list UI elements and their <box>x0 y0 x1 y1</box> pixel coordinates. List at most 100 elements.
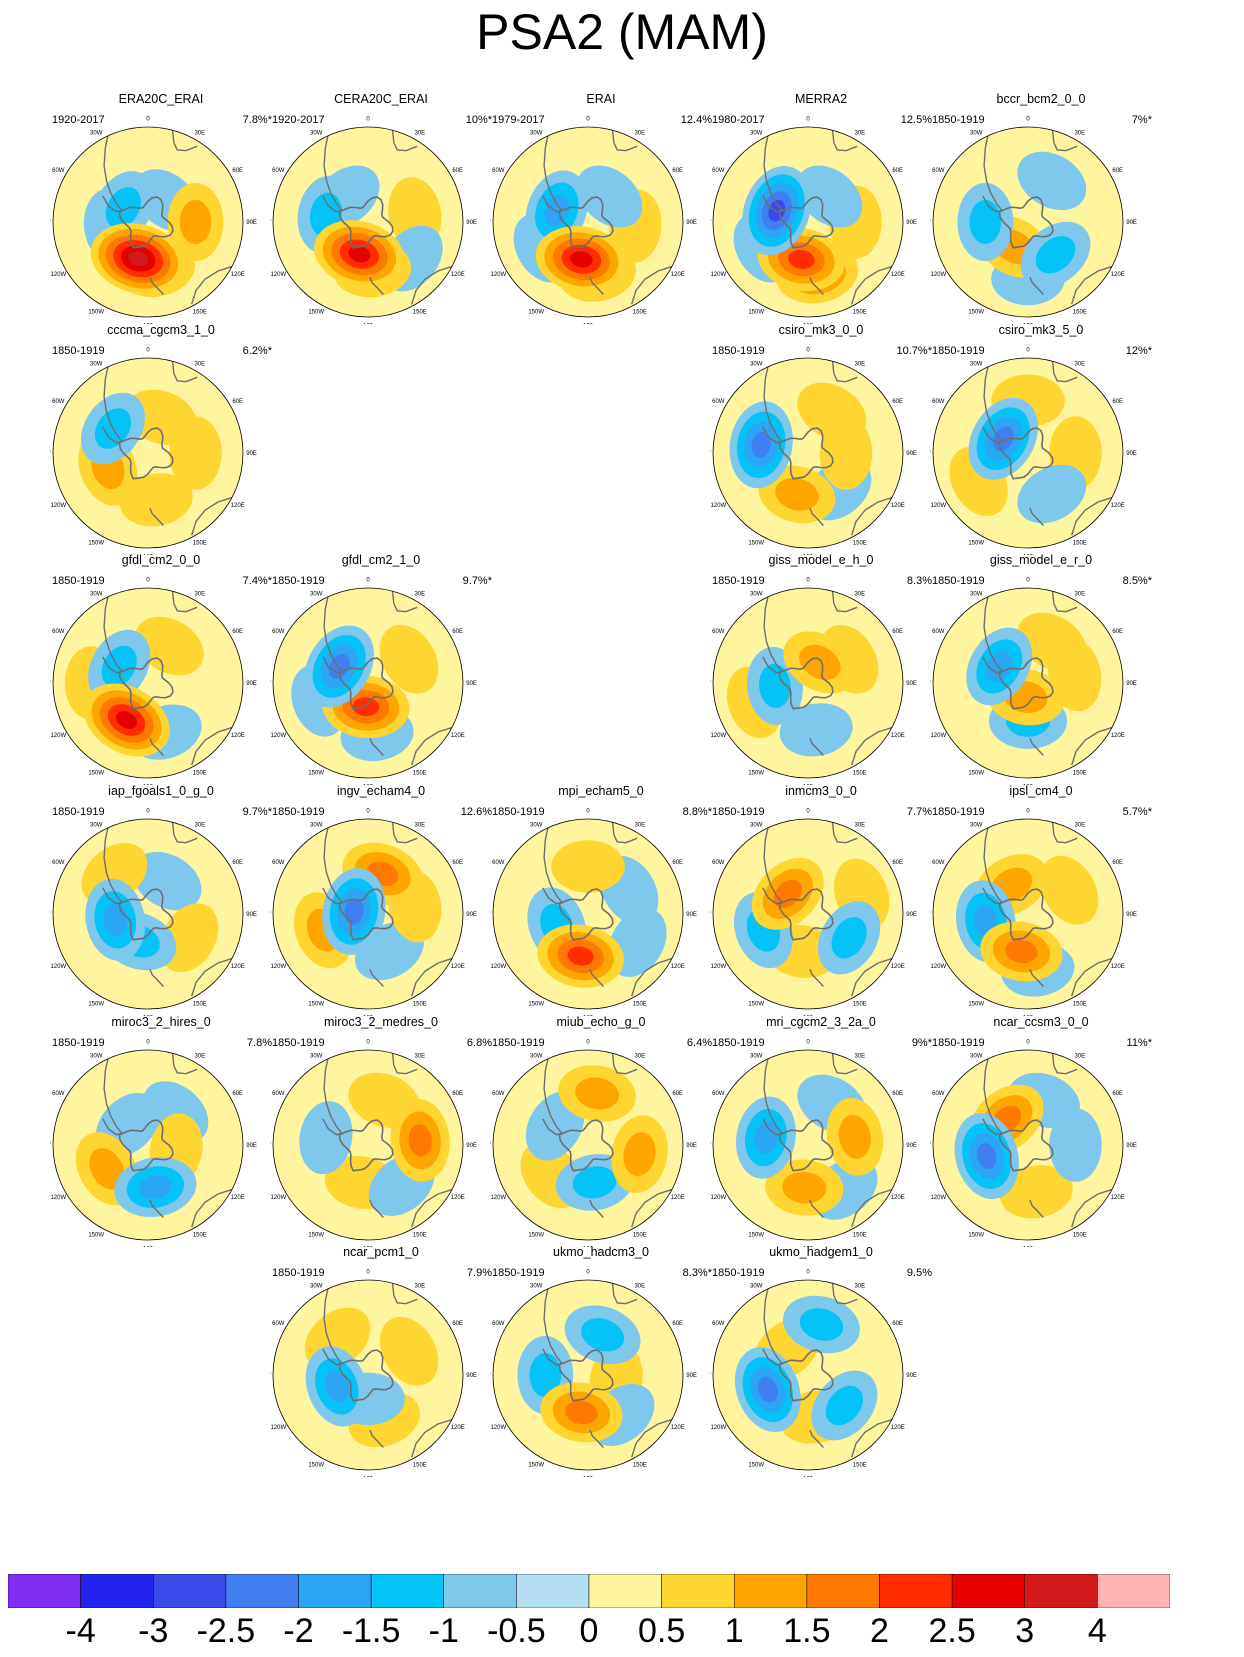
longitude-label: 30E <box>414 591 425 597</box>
longitude-label: 60W <box>712 860 725 866</box>
map-rim <box>712 126 904 318</box>
panel-title: ukmo_hadgem1_0 <box>769 1245 873 1259</box>
south-america-coastline <box>982 827 1004 905</box>
longitude-label: 150E <box>413 771 427 777</box>
longitude-label: 150E <box>413 1002 427 1008</box>
contour-blob <box>782 1171 827 1204</box>
longitude-label: 60E <box>232 629 243 635</box>
africa-coastline <box>1051 822 1078 844</box>
south-america-coastline <box>102 827 124 905</box>
africa-coastline <box>831 130 858 152</box>
longitude-label: 30E <box>854 130 865 136</box>
longitude-label: 0 <box>366 577 370 583</box>
south-america-coastline <box>982 1058 1004 1136</box>
panel-title: csiro_mk3_0_0 <box>778 323 864 337</box>
south-america-coastline <box>982 366 1004 444</box>
longitude-label: 30W <box>750 1053 763 1059</box>
australia-coastline <box>631 1188 673 1228</box>
antarctica-coastline <box>998 1119 1054 1172</box>
map-rim <box>52 587 244 779</box>
longitude-label: 120W <box>930 503 946 509</box>
longitude-label: 150W <box>748 541 764 547</box>
longitude-label: 60E <box>452 860 463 866</box>
longitude-label: 60W <box>932 399 945 405</box>
new-zealand-coastline <box>1029 737 1044 756</box>
colorbar-segment <box>298 1574 372 1608</box>
longitude-label: 120W <box>270 1425 286 1431</box>
longitude-label: 120W <box>270 1195 286 1201</box>
map-panel: miub_echo_g_0 1850-1919 6.4% 0 30E 60E 90E 120E… <box>490 1015 712 1247</box>
map-rim <box>932 357 1124 549</box>
africa-coastline <box>1051 361 1078 383</box>
longitude-label: 30E <box>1074 361 1085 367</box>
longitude-label: 60E <box>892 629 903 635</box>
polar-map: 030E60E90E120E150E180150W120W90W60W30W <box>710 347 917 555</box>
longitude-label: 0 <box>146 116 150 122</box>
south-america-coastline <box>762 1288 784 1366</box>
panel-title: ukmo_hadcm3_0 <box>553 1245 649 1259</box>
longitude-label: 0 <box>1026 577 1030 583</box>
africa-coastline <box>171 361 198 383</box>
panel-variance: 10%* <box>465 114 492 126</box>
colorbar-segment <box>951 1574 1026 1608</box>
contour-blob <box>576 165 643 228</box>
contour-blob <box>125 389 197 445</box>
south-america-coastline <box>542 1058 564 1136</box>
longitude-label: 30E <box>194 130 205 136</box>
longitude-label: 30E <box>854 1283 865 1289</box>
longitude-label: 0 <box>586 1269 590 1275</box>
panel-title: ingv_echam4_0 <box>336 784 426 798</box>
south-america-coastline <box>762 1058 784 1136</box>
longitude-label: 90E <box>906 451 917 457</box>
antarctica-coastline <box>778 1349 834 1402</box>
colorbar-tick-label: -3 <box>138 1612 169 1650</box>
colorbar-tick-label: 3 <box>1015 1612 1035 1650</box>
longitude-label: 60E <box>892 1321 903 1327</box>
contour-blob <box>779 703 853 757</box>
panel-title: mri_cgcm2_3_2a_0 <box>766 1015 876 1029</box>
longitude-label: 30E <box>634 1053 645 1059</box>
longitude-label: 60E <box>452 629 463 635</box>
longitude-label: 30E <box>414 1053 425 1059</box>
longitude-label: 90E <box>906 220 917 226</box>
panel-years: 1850-1919 <box>932 806 985 818</box>
contour-blob <box>1035 236 1076 274</box>
map-panel: ukmo_hadgem1_0 1850-1919 9.5% 0 30E 60E 90E 120… <box>710 1245 932 1477</box>
panel-variance: 6.8% <box>466 1037 492 1049</box>
contour-blob <box>89 1148 125 1190</box>
longitude-label: 120E <box>1111 503 1125 509</box>
contour-blob <box>139 1175 172 1199</box>
longitude-label: 90E <box>686 1373 697 1379</box>
colorbar-tick-label: 0 <box>579 1612 599 1650</box>
africa-coastline <box>171 591 198 613</box>
longitude-label: 30W <box>750 130 763 136</box>
colorbar-segment <box>1024 1574 1098 1608</box>
longitude-label: 90W <box>50 220 51 226</box>
longitude-label: 60W <box>492 1091 505 1097</box>
panel-variance: 12.4% <box>680 114 712 126</box>
longitude-label: 90E <box>1126 681 1137 687</box>
contour-blob <box>976 1143 997 1170</box>
longitude-label: 120W <box>50 964 66 970</box>
longitude-label: 120E <box>1111 272 1125 278</box>
australia-coastline <box>411 1418 453 1458</box>
map-panel: ipsl_cm4_0 1850-1919 5.7%* 0 30E 60E 90E 120E 15… <box>930 784 1152 1016</box>
new-zealand-coastline <box>369 1429 384 1448</box>
map-panel: miroc3_2_hires_0 1850-1919 7.8% 0 30E 60E 90E 1… <box>50 1015 272 1247</box>
africa-coastline <box>831 1283 858 1305</box>
map-rim <box>932 587 1124 779</box>
longitude-label: 120E <box>231 272 245 278</box>
panel-variance: 9.7%* <box>462 575 492 587</box>
longitude-label: 60W <box>272 860 285 866</box>
map-panel: miroc3_2_medres_0 1850-1919 6.8% 0 30E 60E 90E… <box>270 1015 492 1247</box>
map-rim <box>272 587 464 779</box>
longitude-label: 30E <box>634 130 645 136</box>
longitude-label: 30E <box>854 1053 865 1059</box>
map-panel: gfdl_cm2_1_0 1850-1919 9.7%* 0 30E 60E 90E 120E… <box>270 553 492 785</box>
longitude-label: 90E <box>1126 451 1137 457</box>
panel-years: 1980-2017 <box>712 114 765 126</box>
colorbar-tick-label: -4 <box>65 1612 96 1650</box>
longitude-label: 30E <box>194 591 205 597</box>
longitude-label: 90E <box>686 220 697 226</box>
contour-blob <box>352 697 380 717</box>
